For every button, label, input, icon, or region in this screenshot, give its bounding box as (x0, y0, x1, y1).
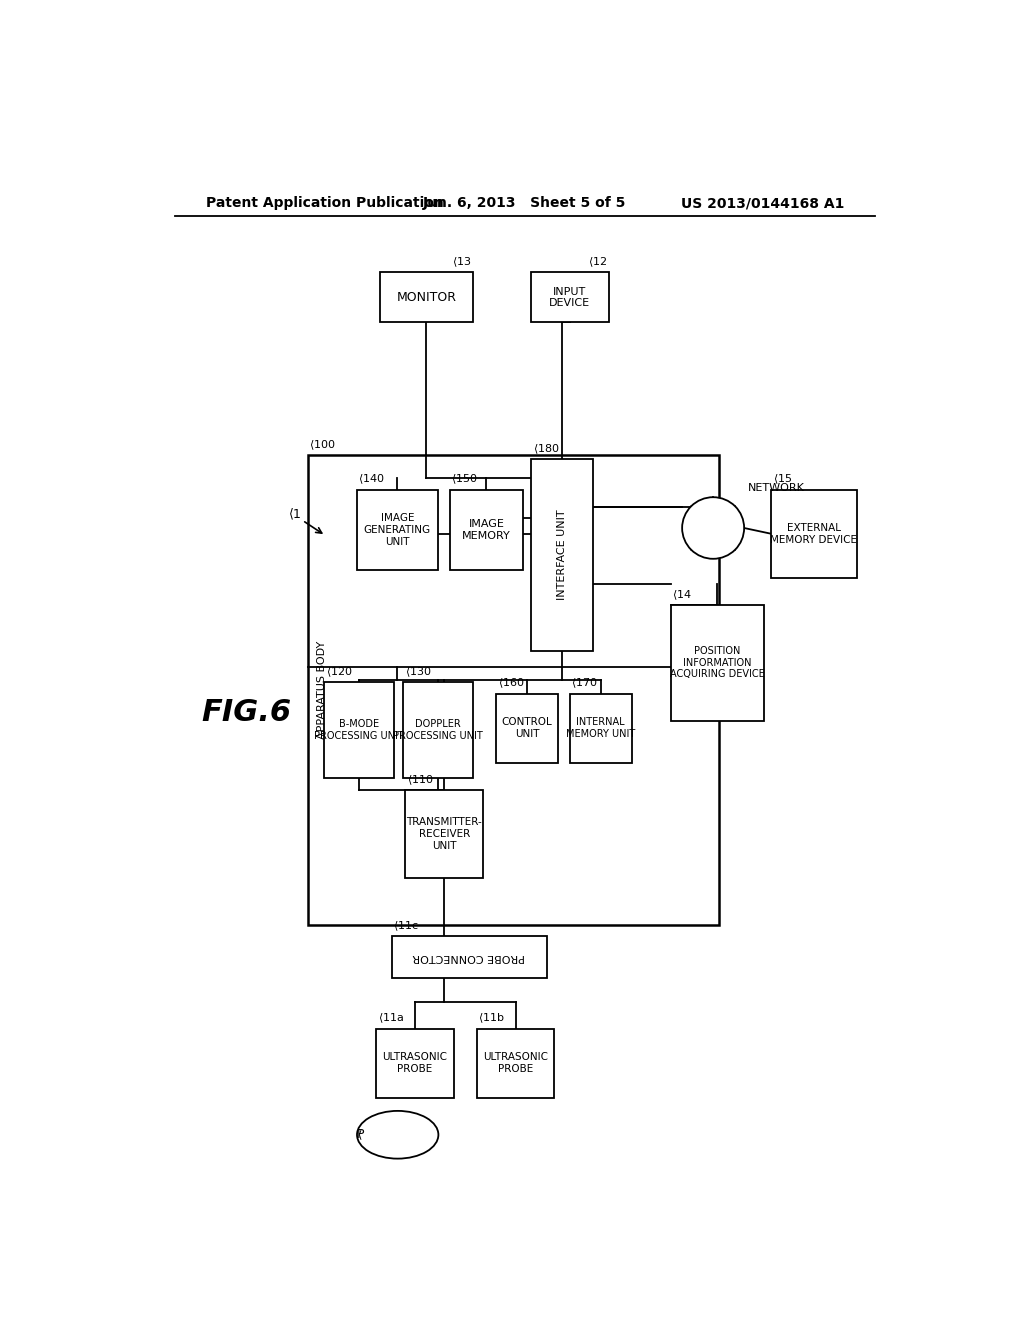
Bar (380, 272, 473, 322)
Text: CONTROL
UNIT: CONTROL UNIT (502, 717, 553, 739)
Text: $\langle$110: $\langle$110 (407, 774, 434, 787)
Text: $\langle$130: $\langle$130 (404, 665, 431, 678)
Text: $\langle$170: $\langle$170 (571, 677, 598, 690)
Text: $\langle$150: $\langle$150 (452, 473, 478, 487)
Bar (671, 605, 764, 721)
Text: $\langle$120: $\langle$120 (326, 665, 352, 678)
Text: EXTERNAL
MEMORY DEVICE: EXTERNAL MEMORY DEVICE (770, 523, 857, 545)
Text: P: P (357, 1129, 365, 1142)
Bar (569, 693, 632, 763)
Text: $\langle$13: $\langle$13 (452, 256, 471, 269)
Ellipse shape (357, 1111, 438, 1159)
Text: ULTRASONIC
PROBE: ULTRASONIC PROBE (483, 1052, 548, 1074)
Text: $\langle$11a: $\langle$11a (378, 1012, 403, 1026)
Text: Patent Application Publication: Patent Application Publication (206, 197, 443, 210)
Bar (771, 490, 856, 578)
Text: $\langle$140: $\langle$140 (358, 473, 385, 487)
Text: $\langle$1: $\langle$1 (288, 507, 301, 521)
Bar (496, 693, 558, 763)
Text: $\langle$11c: $\langle$11c (393, 920, 419, 933)
Text: TRANSMITTER-
RECEIVER
UNIT: TRANSMITTER- RECEIVER UNIT (407, 817, 482, 850)
Text: $\langle$180: $\langle$180 (532, 442, 559, 455)
Text: $\langle$160: $\langle$160 (498, 677, 524, 690)
Bar (356, 490, 438, 570)
Circle shape (682, 498, 744, 558)
Text: IMAGE
GENERATING
UNIT: IMAGE GENERATING UNIT (364, 513, 431, 546)
Text: INPUT
DEVICE: INPUT DEVICE (549, 286, 590, 308)
Text: B-MODE
PROCESSING UNIT: B-MODE PROCESSING UNIT (314, 719, 403, 741)
Text: $\langle$15: $\langle$15 (773, 473, 793, 487)
Text: PROBE CONNECTOR: PROBE CONNECTOR (413, 952, 525, 962)
Text: NETWORK: NETWORK (748, 483, 805, 494)
Bar (376, 1028, 454, 1098)
Text: $\langle$14: $\langle$14 (672, 589, 692, 602)
Bar (406, 789, 483, 878)
Text: US 2013/0144168 A1: US 2013/0144168 A1 (681, 197, 844, 210)
Text: ULTRASONIC
PROBE: ULTRASONIC PROBE (382, 1052, 447, 1074)
Text: $\langle$11b: $\langle$11b (478, 1012, 505, 1026)
Bar (391, 936, 547, 978)
Text: MONITOR: MONITOR (396, 290, 457, 304)
Text: Jun. 6, 2013   Sheet 5 of 5: Jun. 6, 2013 Sheet 5 of 5 (423, 197, 627, 210)
Bar (531, 272, 608, 322)
Text: POSITION
INFORMATION
ACQUIRING DEVICE: POSITION INFORMATION ACQUIRING DEVICE (670, 647, 764, 680)
Bar (477, 1028, 554, 1098)
Text: $\langle$12: $\langle$12 (588, 256, 607, 269)
Bar (450, 490, 523, 570)
Text: APPARATUS BODY: APPARATUS BODY (316, 640, 327, 739)
Text: $\langle$: $\langle$ (356, 1129, 362, 1142)
Bar (531, 459, 593, 651)
Bar (324, 682, 394, 779)
Text: DOPPLER
PROCESSING UNIT: DOPPLER PROCESSING UNIT (393, 719, 483, 741)
Text: FIG.6: FIG.6 (202, 698, 292, 727)
Text: $\langle$100: $\langle$100 (309, 438, 336, 451)
Text: INTERFACE UNIT: INTERFACE UNIT (557, 510, 567, 601)
Text: INTERNAL
MEMORY UNIT: INTERNAL MEMORY UNIT (566, 717, 635, 739)
Text: IMAGE
MEMORY: IMAGE MEMORY (462, 519, 511, 541)
Bar (403, 682, 473, 779)
Bar (308, 455, 719, 924)
